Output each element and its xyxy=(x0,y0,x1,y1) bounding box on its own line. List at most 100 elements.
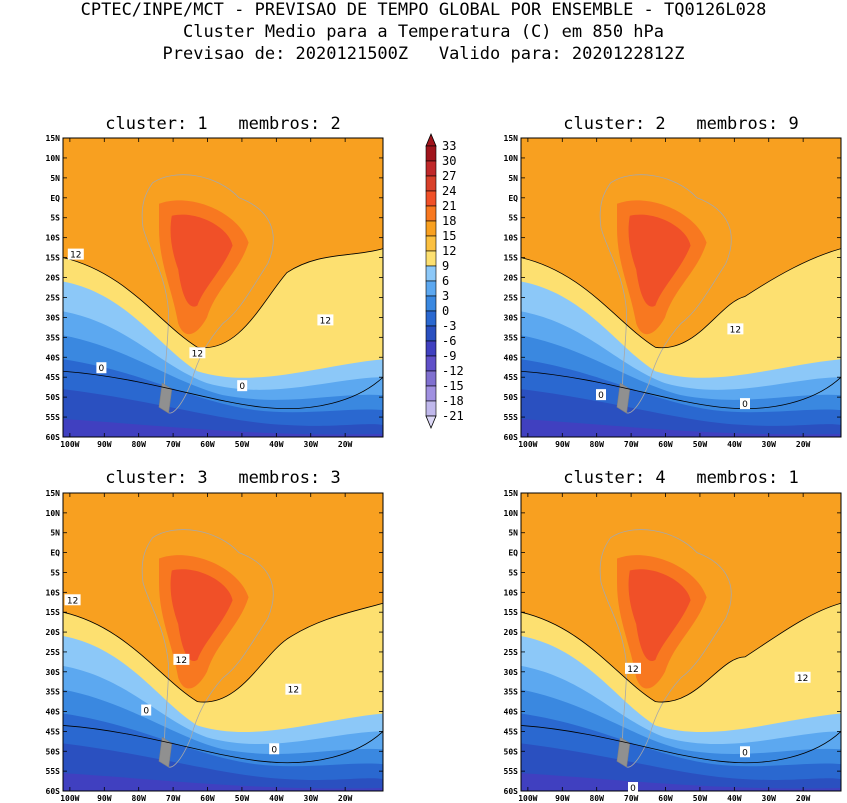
lon-tick-label: 40W xyxy=(727,440,742,449)
colorbar-label: -6 xyxy=(442,334,457,348)
contour-label-box xyxy=(173,653,190,665)
lon-tick-label: 50W xyxy=(235,440,250,449)
lat-tick-label: 45S xyxy=(504,373,519,382)
colorbar-segment xyxy=(425,205,437,222)
contour-label: 0 xyxy=(99,364,105,374)
panel-3-title: cluster: 3 membros: 3 xyxy=(105,468,341,488)
colorbar-segment xyxy=(425,265,437,282)
colorbar-label: 6 xyxy=(442,274,450,288)
lat-tick-label: 5S xyxy=(50,214,60,223)
lat-tick-label: 15S xyxy=(46,608,61,617)
lon-tick-label: 50W xyxy=(693,440,708,449)
lon-tick-label: 90W xyxy=(555,794,570,803)
lat-tick-label: 5N xyxy=(50,174,60,183)
panel-4-title: cluster: 4 membros: 1 xyxy=(563,468,799,488)
colorbar-label: 9 xyxy=(442,259,450,273)
lon-tick-label: 20W xyxy=(796,794,811,803)
lat-tick-label: 5S xyxy=(508,568,518,577)
contour-label: 0 xyxy=(143,707,149,717)
lat-tick-label: EQ xyxy=(508,194,518,203)
contour-label-box xyxy=(96,362,107,374)
contour-label: 0 xyxy=(742,400,748,410)
lat-tick-label: 10N xyxy=(504,154,519,163)
contour-label-box xyxy=(67,248,84,260)
lat-tick-label: 50S xyxy=(46,747,61,756)
lat-tick-label: 60S xyxy=(46,787,61,796)
lat-tick-label: 15S xyxy=(46,254,61,263)
lat-tick-label: EQ xyxy=(508,549,518,558)
lat-tick-label: 40S xyxy=(504,353,519,362)
lat-tick-label: 60S xyxy=(504,433,519,442)
lat-tick-label: 10S xyxy=(504,234,519,243)
contour-label-box xyxy=(794,671,811,683)
lat-tick-label: 10S xyxy=(46,588,61,597)
contour-label: 12 xyxy=(730,325,741,335)
colorbar-segment xyxy=(425,220,437,237)
lat-tick-label: EQ xyxy=(50,549,60,558)
contour-label: 0 xyxy=(598,391,604,401)
lon-tick-label: 60W xyxy=(658,440,673,449)
colorbar-segment xyxy=(425,325,437,342)
colorbar xyxy=(425,132,437,430)
colorbar-segment xyxy=(425,295,437,312)
lat-tick-label: 5N xyxy=(508,529,518,538)
colorbar-segment xyxy=(425,400,437,417)
lat-tick-label: 35S xyxy=(46,688,61,697)
contour-label-box xyxy=(625,662,641,674)
lat-tick-label: 45S xyxy=(504,727,519,736)
colorbar-label: 15 xyxy=(442,229,457,243)
lat-tick-label: 5S xyxy=(508,214,518,223)
colorbar-label: -18 xyxy=(442,394,464,408)
lon-tick-label: 100W xyxy=(518,794,537,803)
colorbar-segment xyxy=(425,160,437,177)
lon-tick-label: 50W xyxy=(235,794,250,803)
colorbar-segment xyxy=(425,250,437,267)
colorbar-segment xyxy=(425,145,437,162)
contour-label-box xyxy=(628,782,638,794)
lon-tick-label: 40W xyxy=(269,440,284,449)
lon-tick-label: 100W xyxy=(60,794,79,803)
lat-tick-label: 35S xyxy=(504,333,519,342)
contour-label-box xyxy=(740,398,750,410)
lat-tick-label: 40S xyxy=(46,353,61,362)
colorbar-segment xyxy=(425,190,437,207)
lon-tick-label: 70W xyxy=(624,794,639,803)
contour-label-box xyxy=(285,683,302,695)
lat-tick-label: 25S xyxy=(46,648,61,657)
contour-label-box xyxy=(237,380,248,392)
lat-tick-label: 35S xyxy=(504,688,519,697)
lat-tick-label: 30S xyxy=(504,313,519,322)
contour-label-box xyxy=(727,323,744,335)
lat-tick-label: 25S xyxy=(46,293,61,302)
lon-tick-label: 70W xyxy=(166,440,181,449)
lat-tick-label: 15S xyxy=(504,254,519,263)
colorbar-label: -15 xyxy=(442,379,464,393)
contour-label-box xyxy=(740,746,750,758)
contour-label: 12 xyxy=(70,251,81,261)
lat-tick-label: EQ xyxy=(50,194,60,203)
lon-tick-label: 30W xyxy=(762,440,777,449)
lat-tick-label: 20S xyxy=(504,628,519,637)
lon-tick-label: 90W xyxy=(555,440,570,449)
colorbar-label: 12 xyxy=(442,244,457,258)
colorbar-label: -3 xyxy=(442,319,457,333)
lon-tick-label: 40W xyxy=(269,794,284,803)
panel-1-title: cluster: 1 membros: 2 xyxy=(105,114,341,134)
lat-tick-label: 5N xyxy=(50,529,60,538)
lat-tick-label: 10S xyxy=(46,234,61,243)
contour-label: 0 xyxy=(630,784,636,794)
contour-label: 12 xyxy=(192,349,203,359)
lon-tick-label: 80W xyxy=(589,440,604,449)
colorbar-bottom-arrow xyxy=(425,415,437,430)
colorbar-label: 3 xyxy=(442,289,450,303)
lat-tick-label: 30S xyxy=(504,668,519,677)
lat-tick-label: 10N xyxy=(504,509,519,518)
contour-label-box xyxy=(596,389,606,401)
subtitle-dates: Previsao de: 2020121500Z Valido para: 20… xyxy=(162,44,685,64)
lat-tick-label: 15N xyxy=(46,489,61,498)
contour-label: 12 xyxy=(176,656,187,666)
main-title: CPTEC/INPE/MCT - PREVISAO DE TEMPO GLOBA… xyxy=(80,0,767,20)
lat-tick-label: 15N xyxy=(504,134,519,143)
